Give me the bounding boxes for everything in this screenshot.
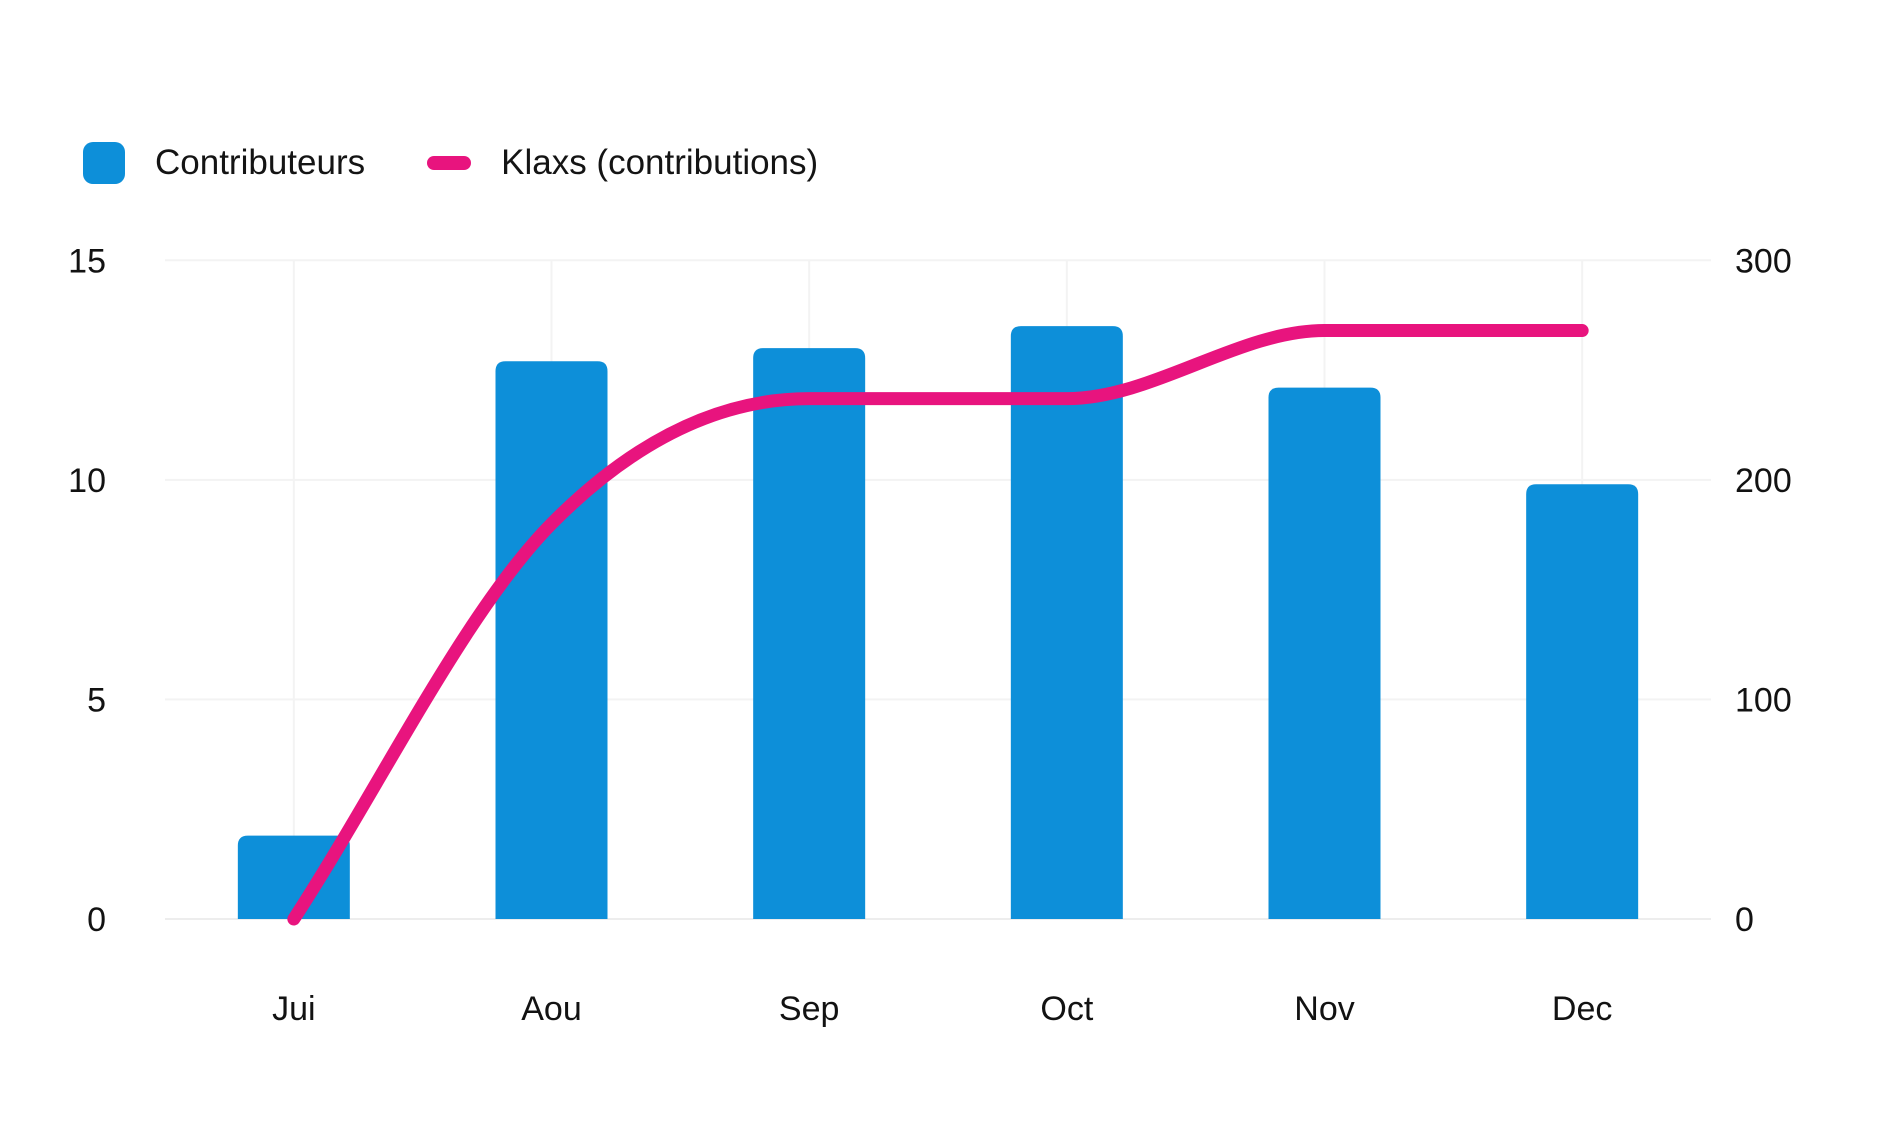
x-axis-label-nov: Nov [1294, 990, 1354, 1028]
legend-label: Klaxs (contributions) [501, 143, 819, 182]
left-axis-tick-10: 10 [68, 462, 106, 500]
bar-nov [1268, 387, 1381, 919]
x-axis-label-aou: Aou [521, 990, 582, 1028]
left-axis-tick-0: 0 [87, 901, 106, 939]
left-axis-tick-15: 15 [68, 242, 106, 280]
bar-jui [237, 835, 350, 919]
legend-marker-line-icon [427, 156, 472, 170]
right-axis-tick-100: 100 [1735, 681, 1792, 719]
chart-legend: Contributeurs Klaxs (contributions) [83, 142, 818, 184]
trend-line-klaxs-contributions [287, 324, 1589, 926]
x-axis-label-oct: Oct [1040, 990, 1093, 1028]
legend-item-klaxs[interactable]: Klaxs (contributions) [427, 143, 818, 183]
legend-label: Contributeurs [155, 143, 366, 182]
x-axis-label-sep: Sep [779, 990, 840, 1028]
x-axis-label-dec: Dec [1552, 990, 1612, 1028]
bar-sep [753, 348, 866, 919]
legend-item-contributeurs[interactable]: Contributeurs [83, 142, 365, 184]
bar-dec [1526, 484, 1639, 919]
right-axis-tick-300: 300 [1735, 242, 1792, 280]
legend-marker-bar-icon [83, 142, 125, 184]
left-axis-tick-5: 5 [87, 681, 106, 719]
bar-aou [495, 361, 608, 919]
bar-oct [1010, 326, 1123, 919]
x-axis-label-jui: Jui [272, 990, 315, 1028]
right-axis-tick-0: 0 [1735, 901, 1754, 939]
right-axis-tick-200: 200 [1735, 462, 1792, 500]
